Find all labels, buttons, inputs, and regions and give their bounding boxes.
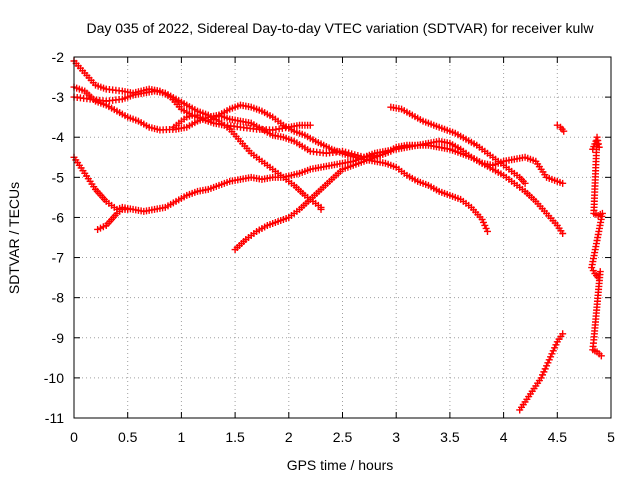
x-tick-label: 5 bbox=[607, 429, 615, 445]
data-point bbox=[306, 121, 314, 129]
grid-lines bbox=[74, 57, 611, 418]
x-tick-label: 3.5 bbox=[440, 429, 460, 445]
y-tick-label: -7 bbox=[52, 250, 65, 266]
x-tick-label: 0.5 bbox=[118, 429, 138, 445]
y-tick-label: -3 bbox=[52, 89, 65, 105]
y-tick-label: -2 bbox=[52, 49, 65, 65]
x-tick-label: 3 bbox=[392, 429, 400, 445]
series-track-h bbox=[387, 103, 529, 187]
y-tick-label: -11 bbox=[45, 410, 64, 426]
series-track-e bbox=[94, 205, 132, 233]
data-point bbox=[559, 330, 567, 338]
y-axis-label: SDTVAR / TECUs bbox=[6, 182, 22, 294]
y-tick-label: -6 bbox=[52, 209, 65, 225]
data-point bbox=[483, 227, 491, 235]
data-points bbox=[70, 57, 606, 414]
series-track-k bbox=[588, 133, 606, 360]
series-track-c bbox=[70, 87, 325, 213]
series-track-j bbox=[516, 330, 567, 414]
y-tick-label: -9 bbox=[52, 330, 65, 346]
series-track-g bbox=[231, 137, 567, 254]
x-tick-label: 1.5 bbox=[225, 429, 245, 445]
data-point bbox=[521, 179, 529, 187]
data-point bbox=[559, 229, 567, 237]
chart-title: Day 035 of 2022, Sidereal Day-to-day VTE… bbox=[86, 20, 594, 36]
series-track-i bbox=[553, 121, 568, 135]
data-point bbox=[560, 127, 568, 135]
x-tick-label: 4 bbox=[500, 429, 508, 445]
y-tick-label: -4 bbox=[52, 129, 65, 145]
y-tick-labels: -2 -3 -4 -5 -6 -7 -8 -9 -10 -11 bbox=[44, 49, 64, 426]
x-tick-labels: 0 0.5 1 1.5 2 2.5 3 3.5 4 4.5 5 bbox=[70, 429, 615, 445]
x-axis-label: GPS time / hours bbox=[287, 457, 394, 473]
y-tick-label: -10 bbox=[44, 370, 64, 386]
x-tick-label: 2 bbox=[285, 429, 293, 445]
x-tick-label: 1 bbox=[178, 429, 186, 445]
data-point bbox=[559, 179, 567, 187]
series-track-b bbox=[70, 83, 395, 161]
y-tick-label: -8 bbox=[52, 290, 65, 306]
data-point bbox=[597, 352, 605, 360]
x-tick-label: 4.5 bbox=[548, 429, 568, 445]
x-tick-label: 2.5 bbox=[333, 429, 353, 445]
y-tick-label: -5 bbox=[52, 169, 65, 185]
data-point bbox=[124, 205, 132, 213]
data-point bbox=[317, 205, 325, 213]
plot-frame bbox=[73, 56, 612, 419]
x-tick-label: 0 bbox=[70, 429, 78, 445]
